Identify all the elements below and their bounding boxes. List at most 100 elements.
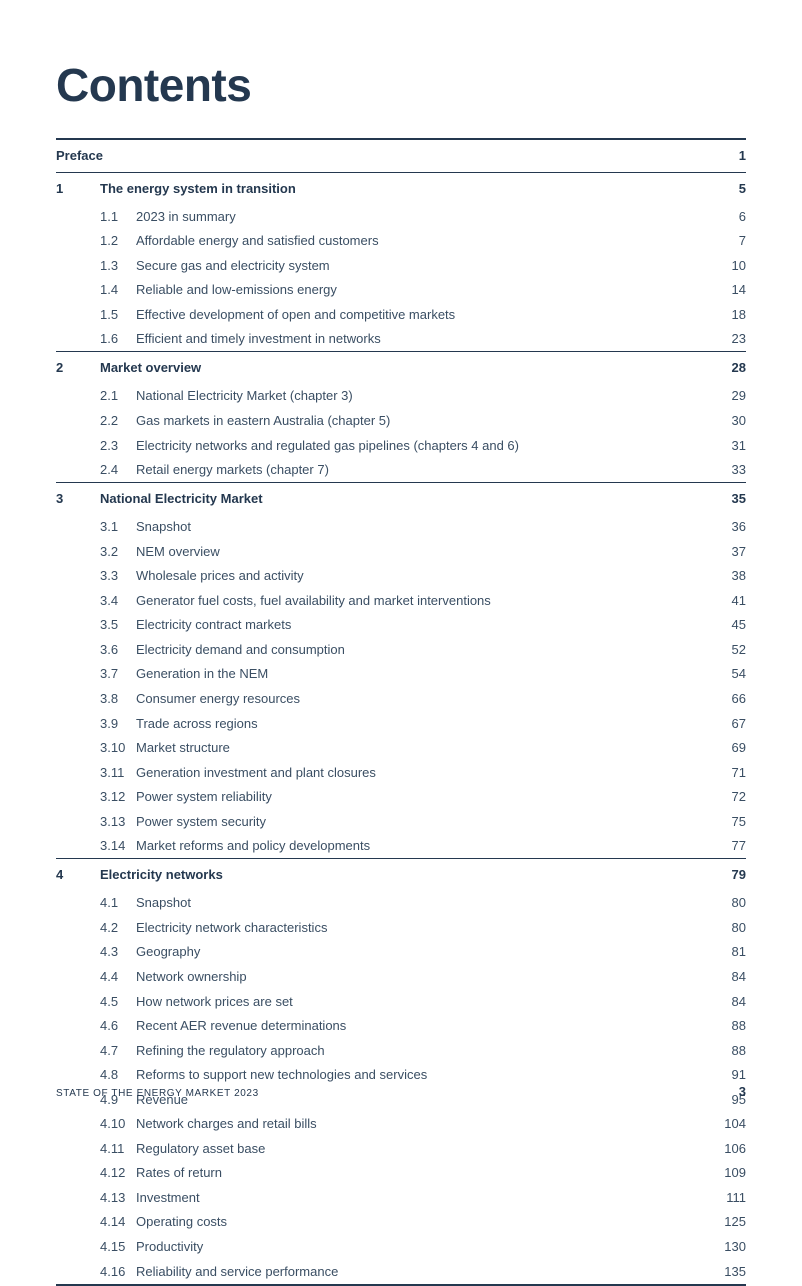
chapter-title: The energy system in transition [100,180,718,198]
section-page: 81 [718,943,746,961]
section-page: 130 [718,1238,746,1256]
section-label: Snapshot [136,894,718,912]
section-label: Efficient and timely investment in netwo… [136,330,718,348]
section-number: 4.12 [100,1164,136,1182]
section-number: 4.15 [100,1238,136,1256]
section-label: Operating costs [136,1213,718,1231]
contents-title: Contents [56,58,746,112]
section-number: 4.1 [100,894,136,912]
section-page: 36 [718,518,746,536]
section-number: 1.4 [100,281,136,299]
chapter-block: 4Electricity networks794.1Snapshot804.2E… [56,858,746,1283]
section-page: 125 [718,1213,746,1231]
section-row: 1.6Efficient and timely investment in ne… [56,327,746,352]
section-row: 3.6Electricity demand and consumption52 [56,637,746,662]
section-number: 2.1 [100,387,136,405]
section-row: 3.3Wholesale prices and activity38 [56,564,746,589]
section-label: National Electricity Market (chapter 3) [136,387,718,405]
section-row: 3.10Market structure69 [56,736,746,761]
footer-page-number: 3 [739,1084,746,1099]
section-page: 72 [718,788,746,806]
section-row: 3.1Snapshot36 [56,515,746,540]
section-page: 88 [718,1017,746,1035]
section-row: 3.7Generation in the NEM54 [56,662,746,687]
bottom-rule [56,1284,746,1286]
section-label: Rates of return [136,1164,718,1182]
section-row: 4.14Operating costs125 [56,1210,746,1235]
section-page: 38 [718,567,746,585]
chapter-page: 5 [718,180,746,198]
section-page: 104 [718,1115,746,1133]
section-number: 1.3 [100,257,136,275]
section-number: 3.3 [100,567,136,585]
section-page: 18 [718,306,746,324]
section-row: 4.5How network prices are set84 [56,989,746,1014]
section-label: Generator fuel costs, fuel availability … [136,592,718,610]
section-number: 3.12 [100,788,136,806]
section-row: 4.13Investment111 [56,1185,746,1210]
section-page: 10 [718,257,746,275]
section-page: 29 [718,387,746,405]
section-row: 4.6Recent AER revenue determinations88 [56,1014,746,1039]
section-label: Reliability and service performance [136,1263,718,1281]
section-page: 45 [718,616,746,634]
section-page: 91 [718,1066,746,1084]
chapters-container: 1The energy system in transition51.12023… [56,172,746,1286]
section-label: Market reforms and policy developments [136,837,718,855]
section-number: 3.5 [100,616,136,634]
section-page: 80 [718,919,746,937]
footer-doc-title: STATE OF THE ENERGY MARKET 2023 [56,1088,259,1099]
chapter-number: 4 [56,866,100,884]
chapter-title: Electricity networks [100,866,718,884]
section-row: 4.4Network ownership84 [56,965,746,990]
section-row: 4.2Electricity network characteristics80 [56,915,746,940]
section-number: 2.4 [100,461,136,479]
section-number: 1.1 [100,208,136,226]
section-page: 84 [718,968,746,986]
section-row: 4.12Rates of return109 [56,1161,746,1186]
section-label: Wholesale prices and activity [136,567,718,585]
section-label: Network ownership [136,968,718,986]
section-number: 4.16 [100,1263,136,1281]
chapter-title: Market overview [100,359,718,377]
section-row: 3.13Power system security75 [56,809,746,834]
chapter-number: 3 [56,490,100,508]
section-page: 41 [718,592,746,610]
section-label: Snapshot [136,518,718,536]
section-label: Reforms to support new technologies and … [136,1066,718,1084]
section-label: Geography [136,943,718,961]
section-number: 1.5 [100,306,136,324]
section-page: 84 [718,993,746,1011]
section-number: 3.7 [100,665,136,683]
page-footer: STATE OF THE ENERGY MARKET 2023 3 [56,1084,746,1099]
section-row: 4.11Regulatory asset base106 [56,1136,746,1161]
section-label: Power system reliability [136,788,718,806]
section-page: 30 [718,412,746,430]
section-page: 77 [718,837,746,855]
chapter-head-row: 2Market overview28 [56,352,746,384]
section-row: 2.1National Electricity Market (chapter … [56,384,746,409]
section-number: 4.14 [100,1213,136,1231]
section-label: Generation in the NEM [136,665,718,683]
section-label: NEM overview [136,543,718,561]
section-label: Refining the regulatory approach [136,1042,718,1060]
section-number: 4.7 [100,1042,136,1060]
section-number: 4.5 [100,993,136,1011]
section-label: 2023 in summary [136,208,718,226]
section-number: 3.10 [100,739,136,757]
section-page: 37 [718,543,746,561]
section-label: Generation investment and plant closures [136,764,718,782]
section-label: Retail energy markets (chapter 7) [136,461,718,479]
section-number: 1.2 [100,232,136,250]
section-number: 3.4 [100,592,136,610]
section-number: 3.14 [100,837,136,855]
section-number: 3.8 [100,690,136,708]
section-label: Secure gas and electricity system [136,257,718,275]
section-label: Reliable and low-emissions energy [136,281,718,299]
section-label: Electricity demand and consumption [136,641,718,659]
section-number: 4.8 [100,1066,136,1084]
section-row: 3.12Power system reliability72 [56,785,746,810]
section-label: Electricity networks and regulated gas p… [136,437,718,455]
section-row: 3.9Trade across regions67 [56,711,746,736]
section-page: 66 [718,690,746,708]
